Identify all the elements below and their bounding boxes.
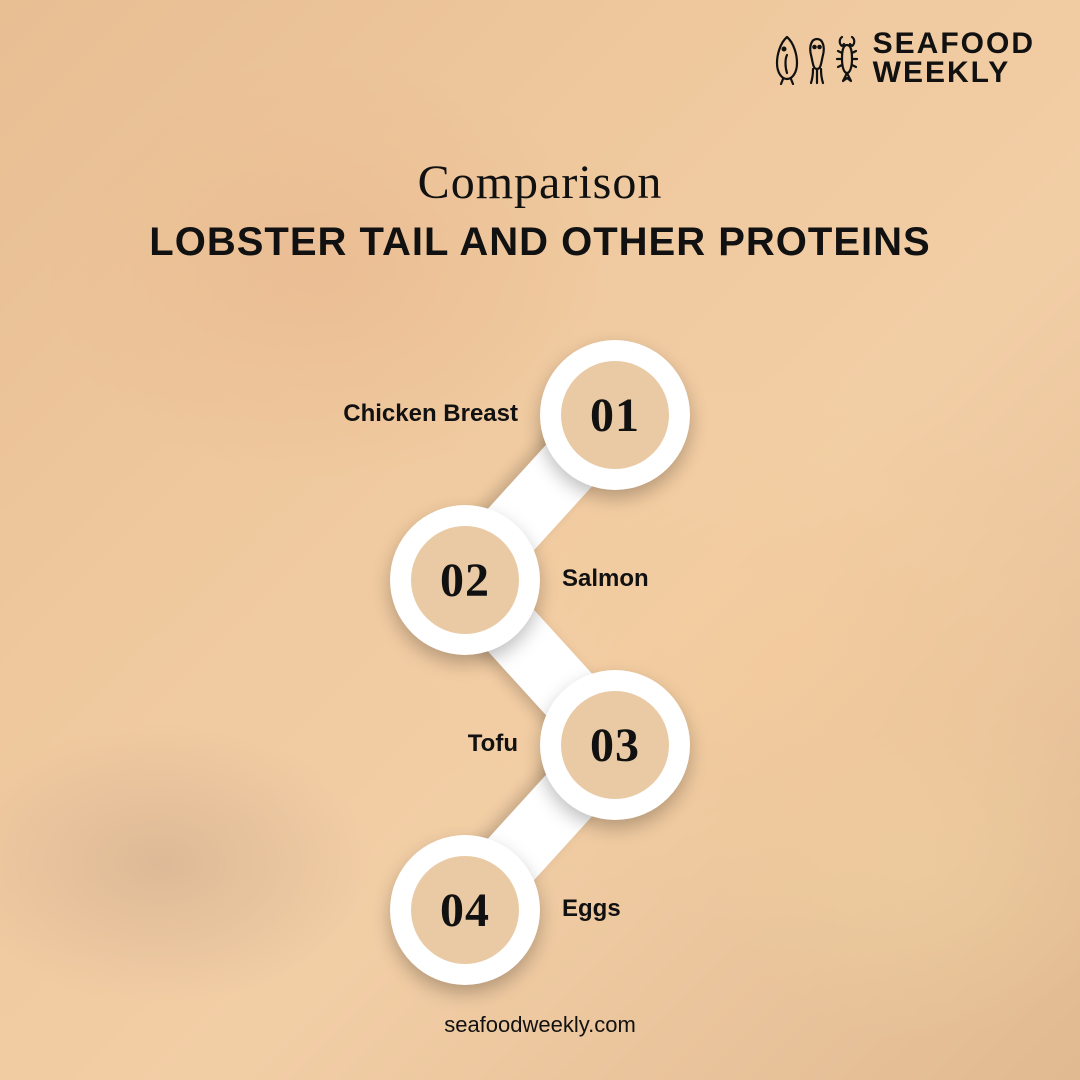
seafood-icons (773, 33, 861, 85)
step-number: 01 (561, 361, 669, 469)
step-node: 02 (390, 505, 540, 655)
heading: Comparison LOBSTER TAIL AND OTHER PROTEI… (0, 155, 1080, 265)
step-number: 04 (411, 856, 519, 964)
step-node: 01 (540, 340, 690, 490)
protein-diagram: 01Chicken Breast02Salmon03Tofu04Eggs (0, 320, 1080, 960)
brand-text: SEAFOOD WEEKLY (873, 30, 1035, 87)
step-label: Eggs (562, 895, 621, 923)
brand-line-2: WEEKLY (873, 59, 1035, 88)
shrimp-icon (803, 33, 831, 85)
step-label: Chicken Breast (343, 400, 518, 428)
step-number: 02 (411, 526, 519, 634)
brand-line-1: SEAFOOD (873, 30, 1035, 59)
brand-logo: SEAFOOD WEEKLY (773, 30, 1035, 87)
heading-eyebrow: Comparison (0, 155, 1080, 210)
step-label: Tofu (468, 730, 518, 758)
lobster-icon (833, 33, 861, 85)
step-number: 03 (561, 691, 669, 799)
heading-title: LOBSTER TAIL AND OTHER PROTEINS (0, 220, 1080, 265)
step-label: Salmon (562, 565, 649, 593)
fish-icon (773, 33, 801, 85)
footer-url: seafoodweekly.com (0, 1012, 1080, 1038)
step-node: 03 (540, 670, 690, 820)
step-node: 04 (390, 835, 540, 985)
